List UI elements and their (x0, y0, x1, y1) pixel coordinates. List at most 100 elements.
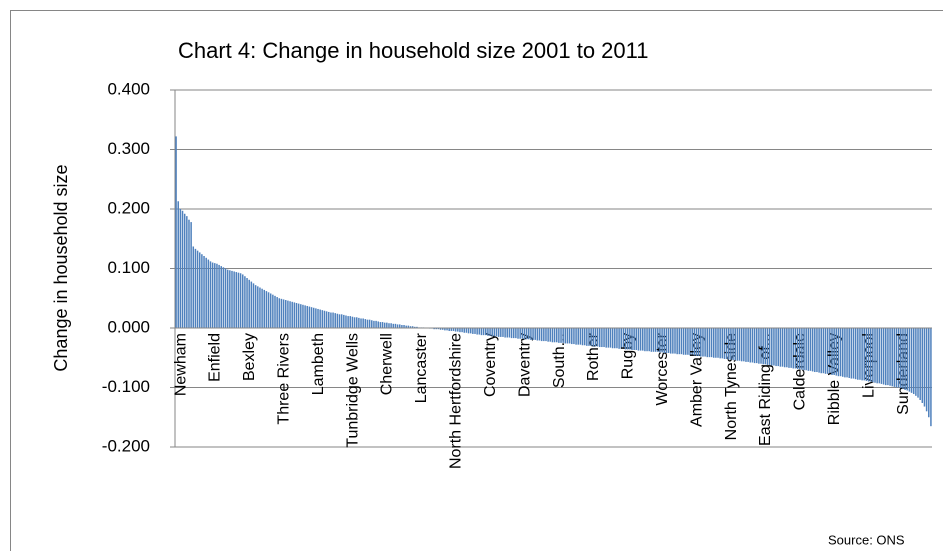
bar (371, 320, 373, 328)
bar (590, 328, 592, 346)
bar (930, 328, 932, 427)
bar (491, 328, 493, 337)
bar (521, 328, 524, 339)
bar (321, 310, 324, 328)
bar (248, 279, 250, 328)
bar (302, 304, 304, 328)
bar (179, 209, 182, 328)
bar (355, 317, 358, 328)
bar (403, 325, 405, 328)
bar (181, 210, 184, 328)
bar (766, 328, 769, 365)
bar (196, 250, 199, 328)
bar (536, 328, 539, 341)
y-tick-label: -0.100 (102, 377, 150, 396)
bar (330, 312, 332, 328)
bar (919, 328, 921, 400)
bar (469, 328, 472, 334)
bar (207, 259, 210, 328)
bar (863, 328, 866, 381)
bar (362, 318, 364, 328)
y-tick-label: 0.400 (107, 79, 150, 98)
bar (325, 311, 328, 328)
bar (904, 328, 906, 390)
bar (467, 328, 470, 334)
bar (887, 328, 889, 386)
bar (893, 328, 896, 387)
bar (777, 328, 779, 367)
bar (715, 328, 717, 358)
bar (900, 328, 902, 389)
bar (317, 308, 319, 328)
bar (588, 328, 590, 346)
bar (771, 328, 773, 366)
bar (876, 328, 878, 384)
bar (388, 323, 390, 328)
bar (874, 328, 876, 383)
x-tick-label: Lancaster (413, 332, 430, 403)
bar (779, 328, 782, 367)
bar (500, 328, 502, 337)
bar (508, 328, 511, 338)
bar (512, 328, 515, 339)
bar (338, 314, 341, 328)
bar (291, 301, 293, 328)
bar (545, 328, 547, 342)
bar (781, 328, 784, 367)
bar (480, 328, 483, 336)
bar (751, 328, 754, 363)
bar (869, 328, 872, 382)
bar (465, 328, 468, 333)
y-tick-label: 0.000 (107, 317, 150, 336)
bar (910, 328, 913, 393)
bar (721, 328, 724, 359)
bar (551, 328, 554, 343)
bar (360, 318, 362, 328)
bar (528, 328, 530, 340)
bar (487, 328, 489, 336)
bar (616, 328, 618, 349)
bar (586, 328, 588, 346)
bar (441, 328, 444, 330)
x-tick-label: Bexley (241, 333, 258, 381)
bar (826, 328, 829, 374)
bar (850, 328, 853, 379)
bar (728, 328, 730, 360)
bar (549, 328, 552, 342)
bar (712, 328, 715, 358)
bar (695, 328, 698, 356)
bar (811, 328, 814, 372)
bar (229, 270, 231, 328)
bar (622, 328, 625, 349)
bar (272, 294, 274, 328)
bar (657, 328, 659, 352)
bar (323, 310, 326, 328)
bar (672, 328, 674, 354)
bar (267, 292, 270, 328)
bar (928, 328, 930, 418)
bar (383, 322, 386, 328)
bar (652, 328, 655, 352)
bar (798, 328, 801, 370)
bar (263, 289, 266, 328)
bar (923, 328, 926, 407)
bar (409, 326, 412, 328)
bar (222, 267, 225, 328)
bar (872, 328, 874, 383)
bar (687, 328, 689, 355)
bar (738, 328, 741, 361)
bar (538, 328, 541, 341)
bar (822, 328, 825, 374)
bar (697, 328, 700, 356)
bar (747, 328, 749, 362)
x-tick-label: Three Rivers (276, 333, 293, 425)
bar (912, 328, 915, 395)
bar (592, 328, 595, 347)
bar (287, 300, 289, 328)
bar (702, 328, 704, 357)
bar (609, 328, 612, 348)
bar (736, 328, 739, 361)
bar (203, 256, 205, 328)
chart-title: Chart 4: Change in household size 2001 t… (178, 38, 649, 63)
bar (783, 328, 786, 368)
